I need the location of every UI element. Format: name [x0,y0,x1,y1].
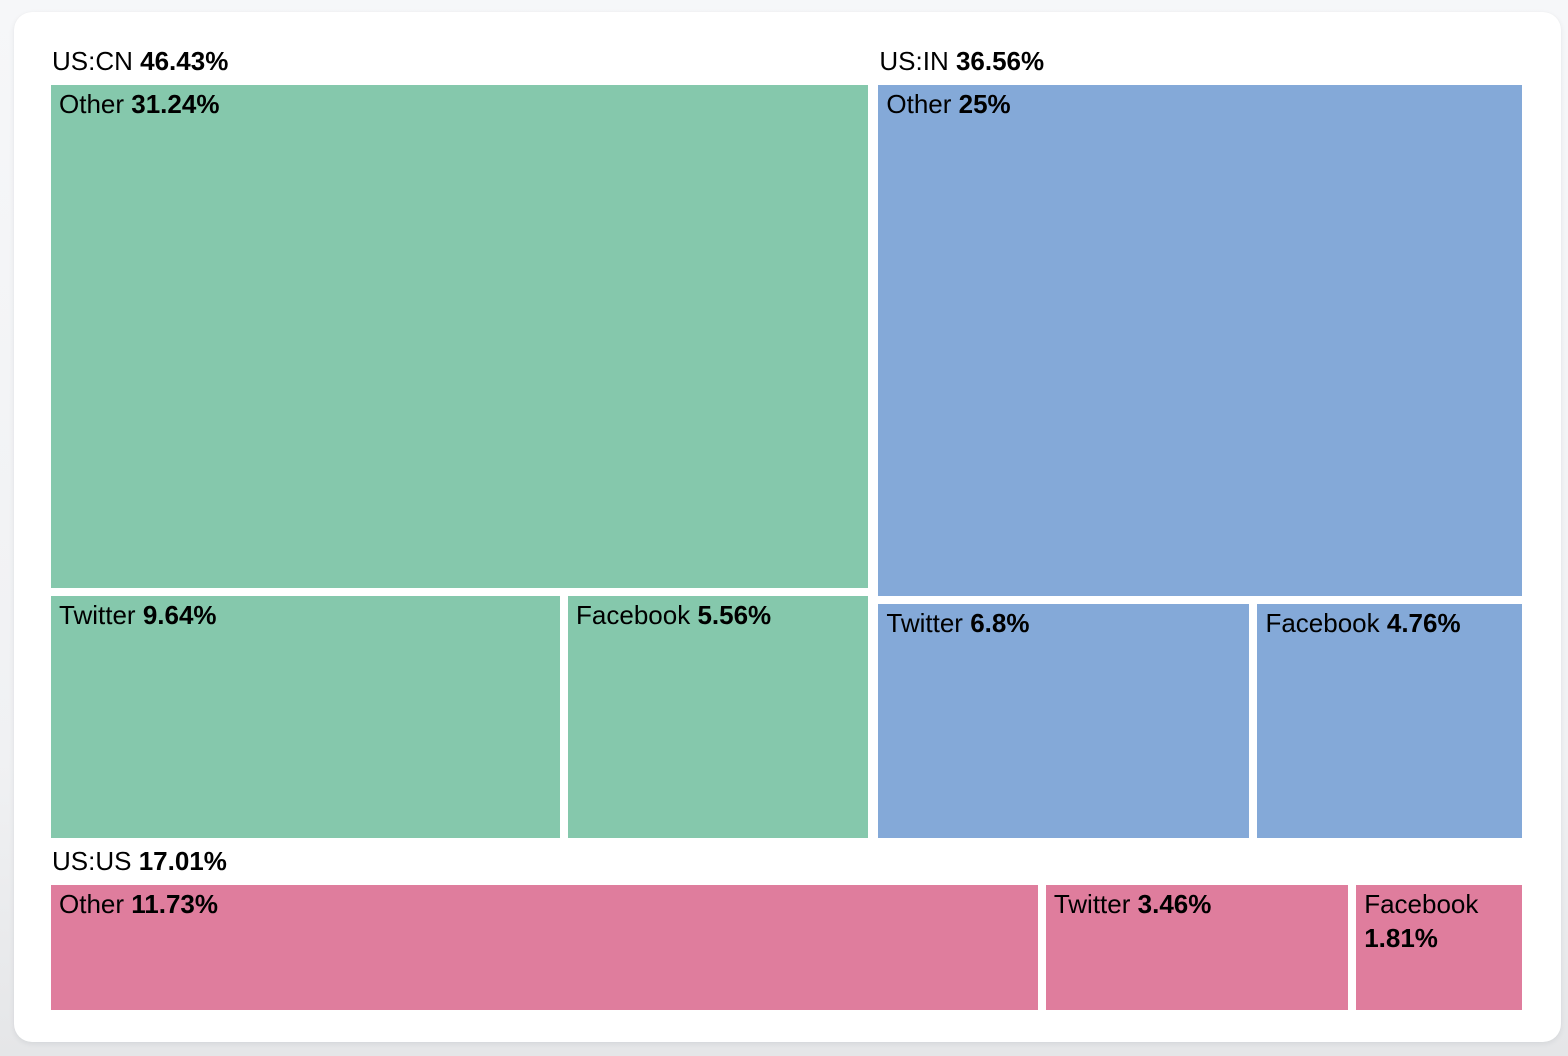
cell-us-cn-twitter[interactable]: Twitter 9.64% [51,596,561,839]
cell-us-cn-facebook[interactable]: Facebook 5.56% [568,596,869,839]
cell-name: Facebook [1265,608,1380,639]
cell-share: 11.73% [131,889,219,920]
cell-share: 5.56% [697,600,772,631]
cell-label-us-cn-twitter: Twitter 9.64% [59,600,217,630]
cell-share: 9.64% [142,600,217,631]
group-body-us-us: Other 11.73% Twitter 3.46% Facebook [51,885,1522,1010]
cell-name: Facebook [576,600,691,631]
cell-name: Other [59,889,125,920]
group-us-us: US:US 17.01% Other 11.73% Twitter 3.46% [51,846,1522,1010]
cell-us-in-facebook[interactable]: Facebook 4.76% [1257,604,1522,839]
treemap-chart: US:CN 46.43% Other 31.24% [51,46,1522,1010]
cell-label-us-us-facebook: Facebook 1.81% [1364,889,1478,953]
group-body-us-in: Other 25% Twitter 6.8% [878,85,1522,839]
cell-name: Twitter [1053,889,1131,920]
group-us-cn: US:CN 46.43% Other 31.24% [51,46,869,839]
cell-share: 6.8% [970,608,1030,639]
group-name: US:CN [52,46,133,76]
cell-label-us-cn-facebook: Facebook 5.56% [576,600,771,630]
cell-name: Facebook [1364,889,1479,920]
cell-label-us-in-twitter: Twitter 6.8% [886,608,1029,638]
group-share: 36.56% [955,46,1045,76]
group-name: US:US [52,846,132,877]
group-us-in: US:IN 36.56% Other 25% [878,46,1522,839]
cell-share: 31.24% [131,89,220,120]
group-header-us-in: US:IN 36.56% [878,46,1522,76]
group-header-us-cn: US:CN 46.43% [51,46,868,76]
cell-label-us-cn-other: Other 31.24% [59,89,219,119]
subrow-us-cn: Twitter 9.64% Facebook 5.56% [51,596,869,839]
group-body-us-cn: Other 31.24% Twitter 9.64% [51,85,869,839]
cell-label-us-us-other: Other 11.73% [59,889,218,919]
cell-us-us-other[interactable]: Other 11.73% [51,885,1038,1010]
group-header-us-us: US:US 17.01% [51,846,1522,877]
cell-us-us-facebook[interactable]: Facebook 1.81% [1356,885,1522,1010]
cell-label-us-in-other: Other 25% [886,89,1010,119]
cell-name: Other [59,89,125,120]
cell-name: Other [886,89,952,120]
cell-share: 1.81% [1364,923,1438,954]
cell-us-in-other[interactable]: Other 25% [878,85,1522,597]
cell-us-in-twitter[interactable]: Twitter 6.8% [878,604,1250,839]
group-share: 46.43% [140,46,229,76]
cell-label-us-us-twitter: Twitter 3.46% [1054,889,1212,919]
group-share: 17.01% [138,846,227,877]
cell-share: 25% [958,89,1011,120]
cell-share: 4.76% [1386,608,1461,639]
cell-label-us-in-facebook: Facebook 4.76% [1265,608,1460,638]
subrow-us-in: Twitter 6.8% Facebook 4.76% [878,604,1522,839]
cell-us-cn-other[interactable]: Other 31.24% [51,85,869,589]
treemap-top-row: US:CN 46.43% Other 31.24% [51,46,1522,839]
cell-name: Twitter [59,600,136,631]
group-name: US:IN [879,46,949,76]
cell-us-us-twitter[interactable]: Twitter 3.46% [1045,885,1349,1010]
cell-share: 3.46% [1137,889,1212,920]
chart-card: US:CN 46.43% Other 31.24% [14,12,1561,1042]
cell-name: Twitter [886,608,963,639]
